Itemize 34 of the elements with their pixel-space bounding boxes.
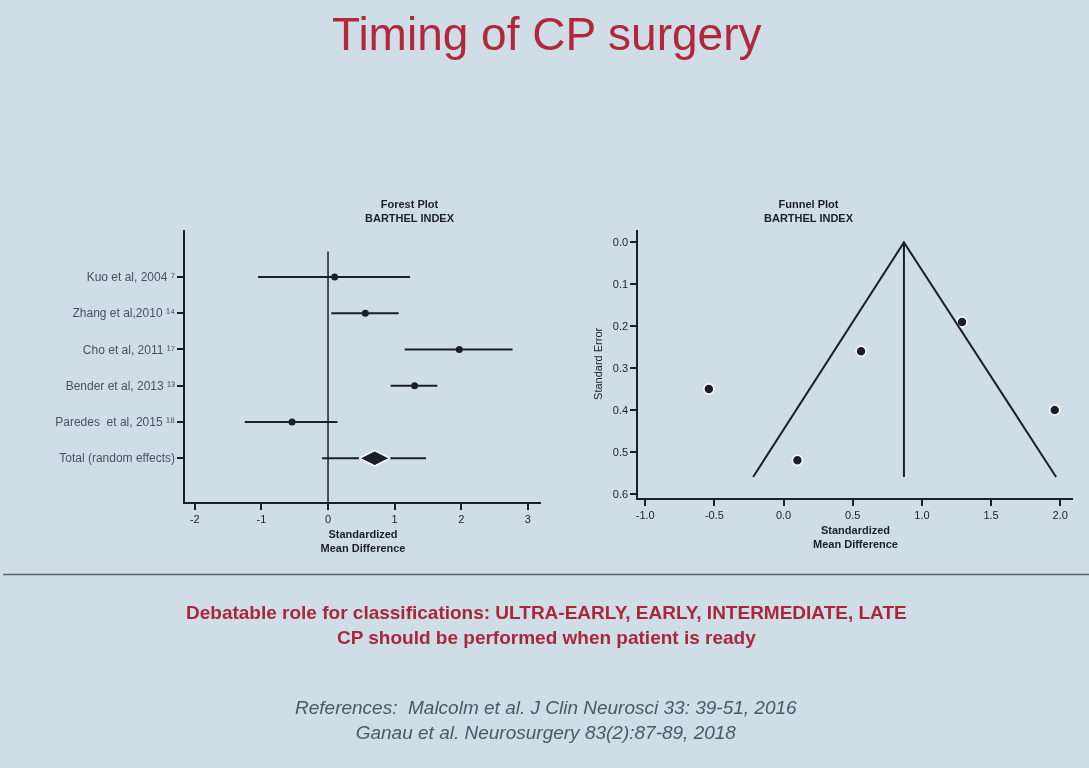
text: Timing of CP surgery (332, 8, 762, 60)
text: Debatable role for classifications: ULTRA-EARLY, EARLY, INTERMEDIATE, LATE CP should be performed when patient is ready (186, 602, 907, 648)
x-tick-label: 1.5 (983, 509, 999, 522)
y-axis-title: Standard Error (591, 327, 604, 400)
y-tick-label: Kuo et al, 2004 ⁷ (86, 270, 176, 285)
chart-title: Funnel Plot BARTHEL INDEX (764, 198, 854, 225)
y-tick-label: 0.6 (612, 487, 629, 500)
y-tick-label: 0.0 (612, 236, 629, 249)
y-tick-label: Paredes et al, 2015 ¹⁸ (55, 415, 176, 430)
x-tick-label: 1 (391, 512, 398, 525)
text: References: Malcolm et al. J Clin Neurosci 33: 39-51, 2016 Ganau et al. Neurosurgery 83(2):87-89, 2018 (295, 697, 798, 743)
x-tick-label: -1 (256, 512, 267, 525)
x-tick-label: 0.0 (775, 509, 792, 522)
y-tick-label: 0.4 (612, 403, 629, 416)
x-tick-label: 3 (524, 512, 531, 525)
x-tick-label: 2 (458, 512, 465, 525)
y-tick-label: Bender et al, 2013 ¹³ (65, 378, 176, 393)
y-tick-label: 0.1 (612, 278, 629, 291)
x-tick-label: 1.0 (914, 509, 930, 522)
x-tick-label: 0 (324, 512, 332, 525)
y-tick-label: Cho et al, 2011 ¹⁷ (82, 342, 176, 357)
x-tick-label: 0.5 (845, 509, 861, 522)
y-tick-label: 0.5 (612, 445, 629, 458)
y-tick-label: Total (random effects) (59, 451, 176, 466)
x-tick-label: 2.0 (1052, 509, 1068, 522)
x-tick-label: -2 (189, 512, 200, 525)
x-tick-label: -0.5 (704, 509, 724, 522)
y-tick-label: Zhang et al,2010 ¹⁴ (72, 306, 176, 321)
x-tick-label: -1.0 (635, 509, 655, 522)
x-axis-title: Standardized Mean Difference (813, 523, 898, 551)
y-tick-label: 0.2 (612, 320, 629, 332)
chart-title: Forest Plot BARTHEL INDEX (365, 198, 455, 225)
y-tick-label: 0.3 (612, 361, 629, 374)
x-axis-title: Standardized Mean Difference (320, 527, 406, 554)
